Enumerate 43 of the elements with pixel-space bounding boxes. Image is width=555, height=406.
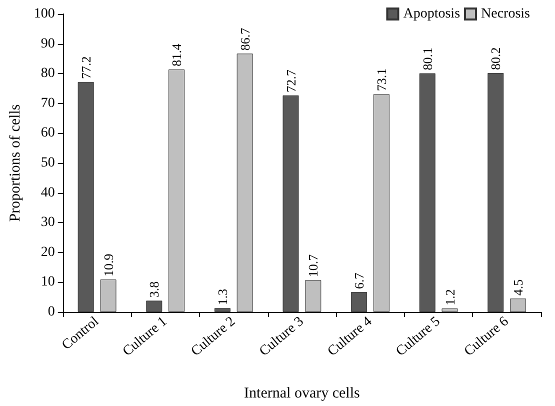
data-label: 3.8 xyxy=(146,281,162,298)
y-tick-label: 30 xyxy=(40,215,55,230)
data-label: 86.7 xyxy=(237,27,252,51)
data-label: 1.3 xyxy=(214,288,230,306)
data-label: 81.4 xyxy=(169,43,184,66)
data-label: 77.2 xyxy=(78,56,94,79)
data-label: 1.2 xyxy=(442,289,458,306)
bar xyxy=(419,73,436,312)
y-tick-label: 80 xyxy=(40,66,55,82)
x-axis-title: Internal ovary cells xyxy=(244,386,360,402)
y-tick-label: 40 xyxy=(40,185,55,200)
bar xyxy=(236,54,253,312)
y-tick-label: 90 xyxy=(40,36,55,52)
data-label: 6.7 xyxy=(352,272,367,290)
data-label: 10.7 xyxy=(306,254,321,278)
data-label: 72.7 xyxy=(283,69,298,92)
y-tick-label: 70 xyxy=(40,96,55,111)
bar xyxy=(305,280,322,312)
data-label: 73.1 xyxy=(374,68,389,92)
bar xyxy=(373,94,390,312)
bar xyxy=(168,69,185,312)
y-tick-label: 0 xyxy=(48,304,55,320)
data-label: 80.2 xyxy=(488,47,504,70)
bar xyxy=(351,292,368,312)
y-tick-label: 100 xyxy=(34,6,55,22)
bar xyxy=(510,298,526,312)
y-tick-label: 10 xyxy=(40,274,55,290)
y-axis-title: Proportions of cells xyxy=(8,104,24,222)
bar xyxy=(214,308,230,312)
bar xyxy=(442,308,458,312)
legend-label: Necrosis xyxy=(481,6,530,22)
y-tick-label: 60 xyxy=(40,126,55,141)
data-label: 10.9 xyxy=(100,254,116,277)
bar xyxy=(146,300,162,312)
bar xyxy=(100,280,116,312)
data-label: 4.5 xyxy=(510,279,526,296)
bar xyxy=(282,95,299,312)
bar xyxy=(78,82,94,312)
y-tick-label: 50 xyxy=(40,156,55,170)
data-label: 80.1 xyxy=(420,48,435,70)
legend-label: Apoptosis xyxy=(403,6,460,22)
y-tick-label: 20 xyxy=(40,244,55,260)
bar xyxy=(488,73,504,312)
